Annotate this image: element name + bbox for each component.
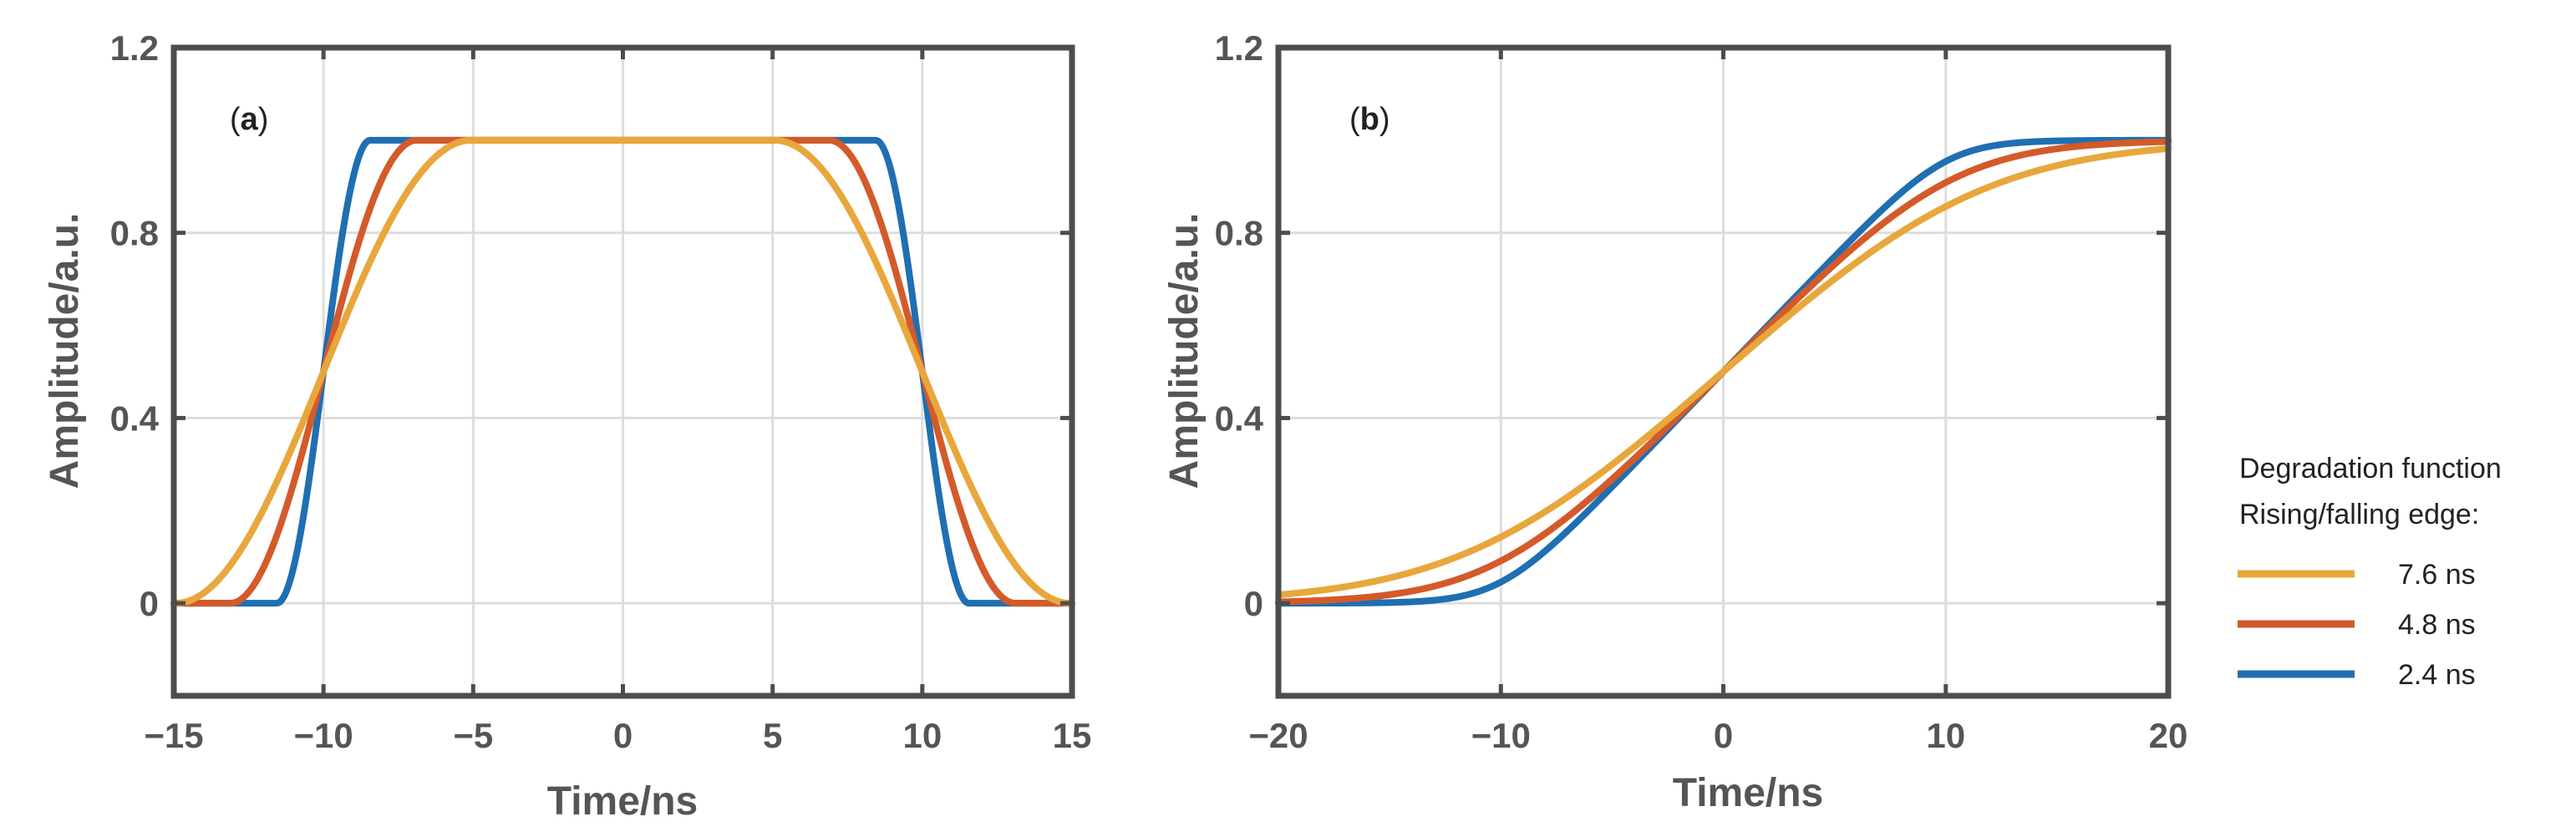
- legend-title-line-2: Rising/falling edge:: [2239, 499, 2479, 530]
- y-tick-label: 0: [1244, 584, 1263, 623]
- panel-b: −20 −10 0 10 20 0 0.4 0.8 1.2 (b) Time/ns Ampli…: [1162, 28, 2187, 815]
- x-tick-label: −5: [453, 716, 493, 755]
- panel-b-label: (b): [1349, 102, 1390, 137]
- legend-title-line-1: Degradation function: [2239, 453, 2502, 484]
- x-tick-label: −20: [1248, 716, 1308, 755]
- legend-label: 2.4 ns: [2398, 659, 2476, 691]
- panel-b-y-axis-label: Amplitude/a.u.: [1162, 213, 1207, 490]
- panel-a-x-axis-label: Time/ns: [547, 779, 699, 824]
- series-line-7-6-ns: [1275, 145, 2172, 599]
- panel-b-ticks: [1276, 45, 2171, 696]
- panel-b-series: [1275, 136, 2172, 607]
- legend-label: 4.8 ns: [2398, 609, 2476, 641]
- y-tick-label: 0: [140, 584, 159, 623]
- panel-a-x-tick-labels: −15 −10 −5 0 5 10 15: [144, 716, 1091, 755]
- panel-a-y-axis-label: Amplitude/a.u.: [43, 213, 87, 490]
- x-tick-label: −15: [144, 716, 203, 755]
- x-tick-label: 10: [902, 716, 942, 755]
- y-tick-label: 0.8: [110, 214, 159, 253]
- panel-b-x-axis-label: Time/ns: [1673, 771, 1824, 815]
- panel-a-ticks: [171, 45, 1075, 696]
- panel-b-x-tick-labels: −20 −10 0 10 20: [1248, 716, 2187, 755]
- x-tick-label: 0: [1714, 716, 1733, 755]
- y-tick-label: 1.2: [1215, 28, 1263, 68]
- x-tick-label: 20: [2149, 716, 2188, 755]
- panel-a-label: (a): [230, 102, 268, 137]
- legend-entries: 7.6 ns 4.8 ns 2.4 ns: [2238, 559, 2476, 691]
- x-tick-label: 15: [1053, 716, 1092, 755]
- panel-a-grid: [174, 48, 1072, 696]
- x-tick-label: 5: [763, 716, 782, 755]
- y-tick-label: 1.2: [110, 28, 159, 68]
- panel-a-series: [170, 136, 1075, 607]
- x-tick-label: 10: [1926, 716, 1965, 755]
- x-tick-label: −10: [1471, 716, 1531, 755]
- series-line-7-6-ns: [170, 136, 1075, 607]
- panel-a: −15 −10 −5 0 5 10 15 0 0.4 0.8 1.2 (a) Time/ns Am…: [43, 28, 1091, 824]
- x-tick-label: −10: [294, 716, 353, 755]
- y-tick-label: 0.4: [110, 398, 160, 438]
- y-tick-label: 0.4: [1215, 398, 1264, 438]
- legend-label: 7.6 ns: [2398, 559, 2476, 591]
- x-tick-label: 0: [613, 716, 633, 755]
- panel-a-y-tick-labels: 0 0.4 0.8 1.2: [110, 28, 160, 623]
- panel-b-y-tick-labels: 0 0.4 0.8 1.2: [1215, 28, 1264, 623]
- y-tick-label: 0.8: [1215, 214, 1263, 253]
- legend: Degradation function Rising/falling edge…: [2238, 453, 2502, 691]
